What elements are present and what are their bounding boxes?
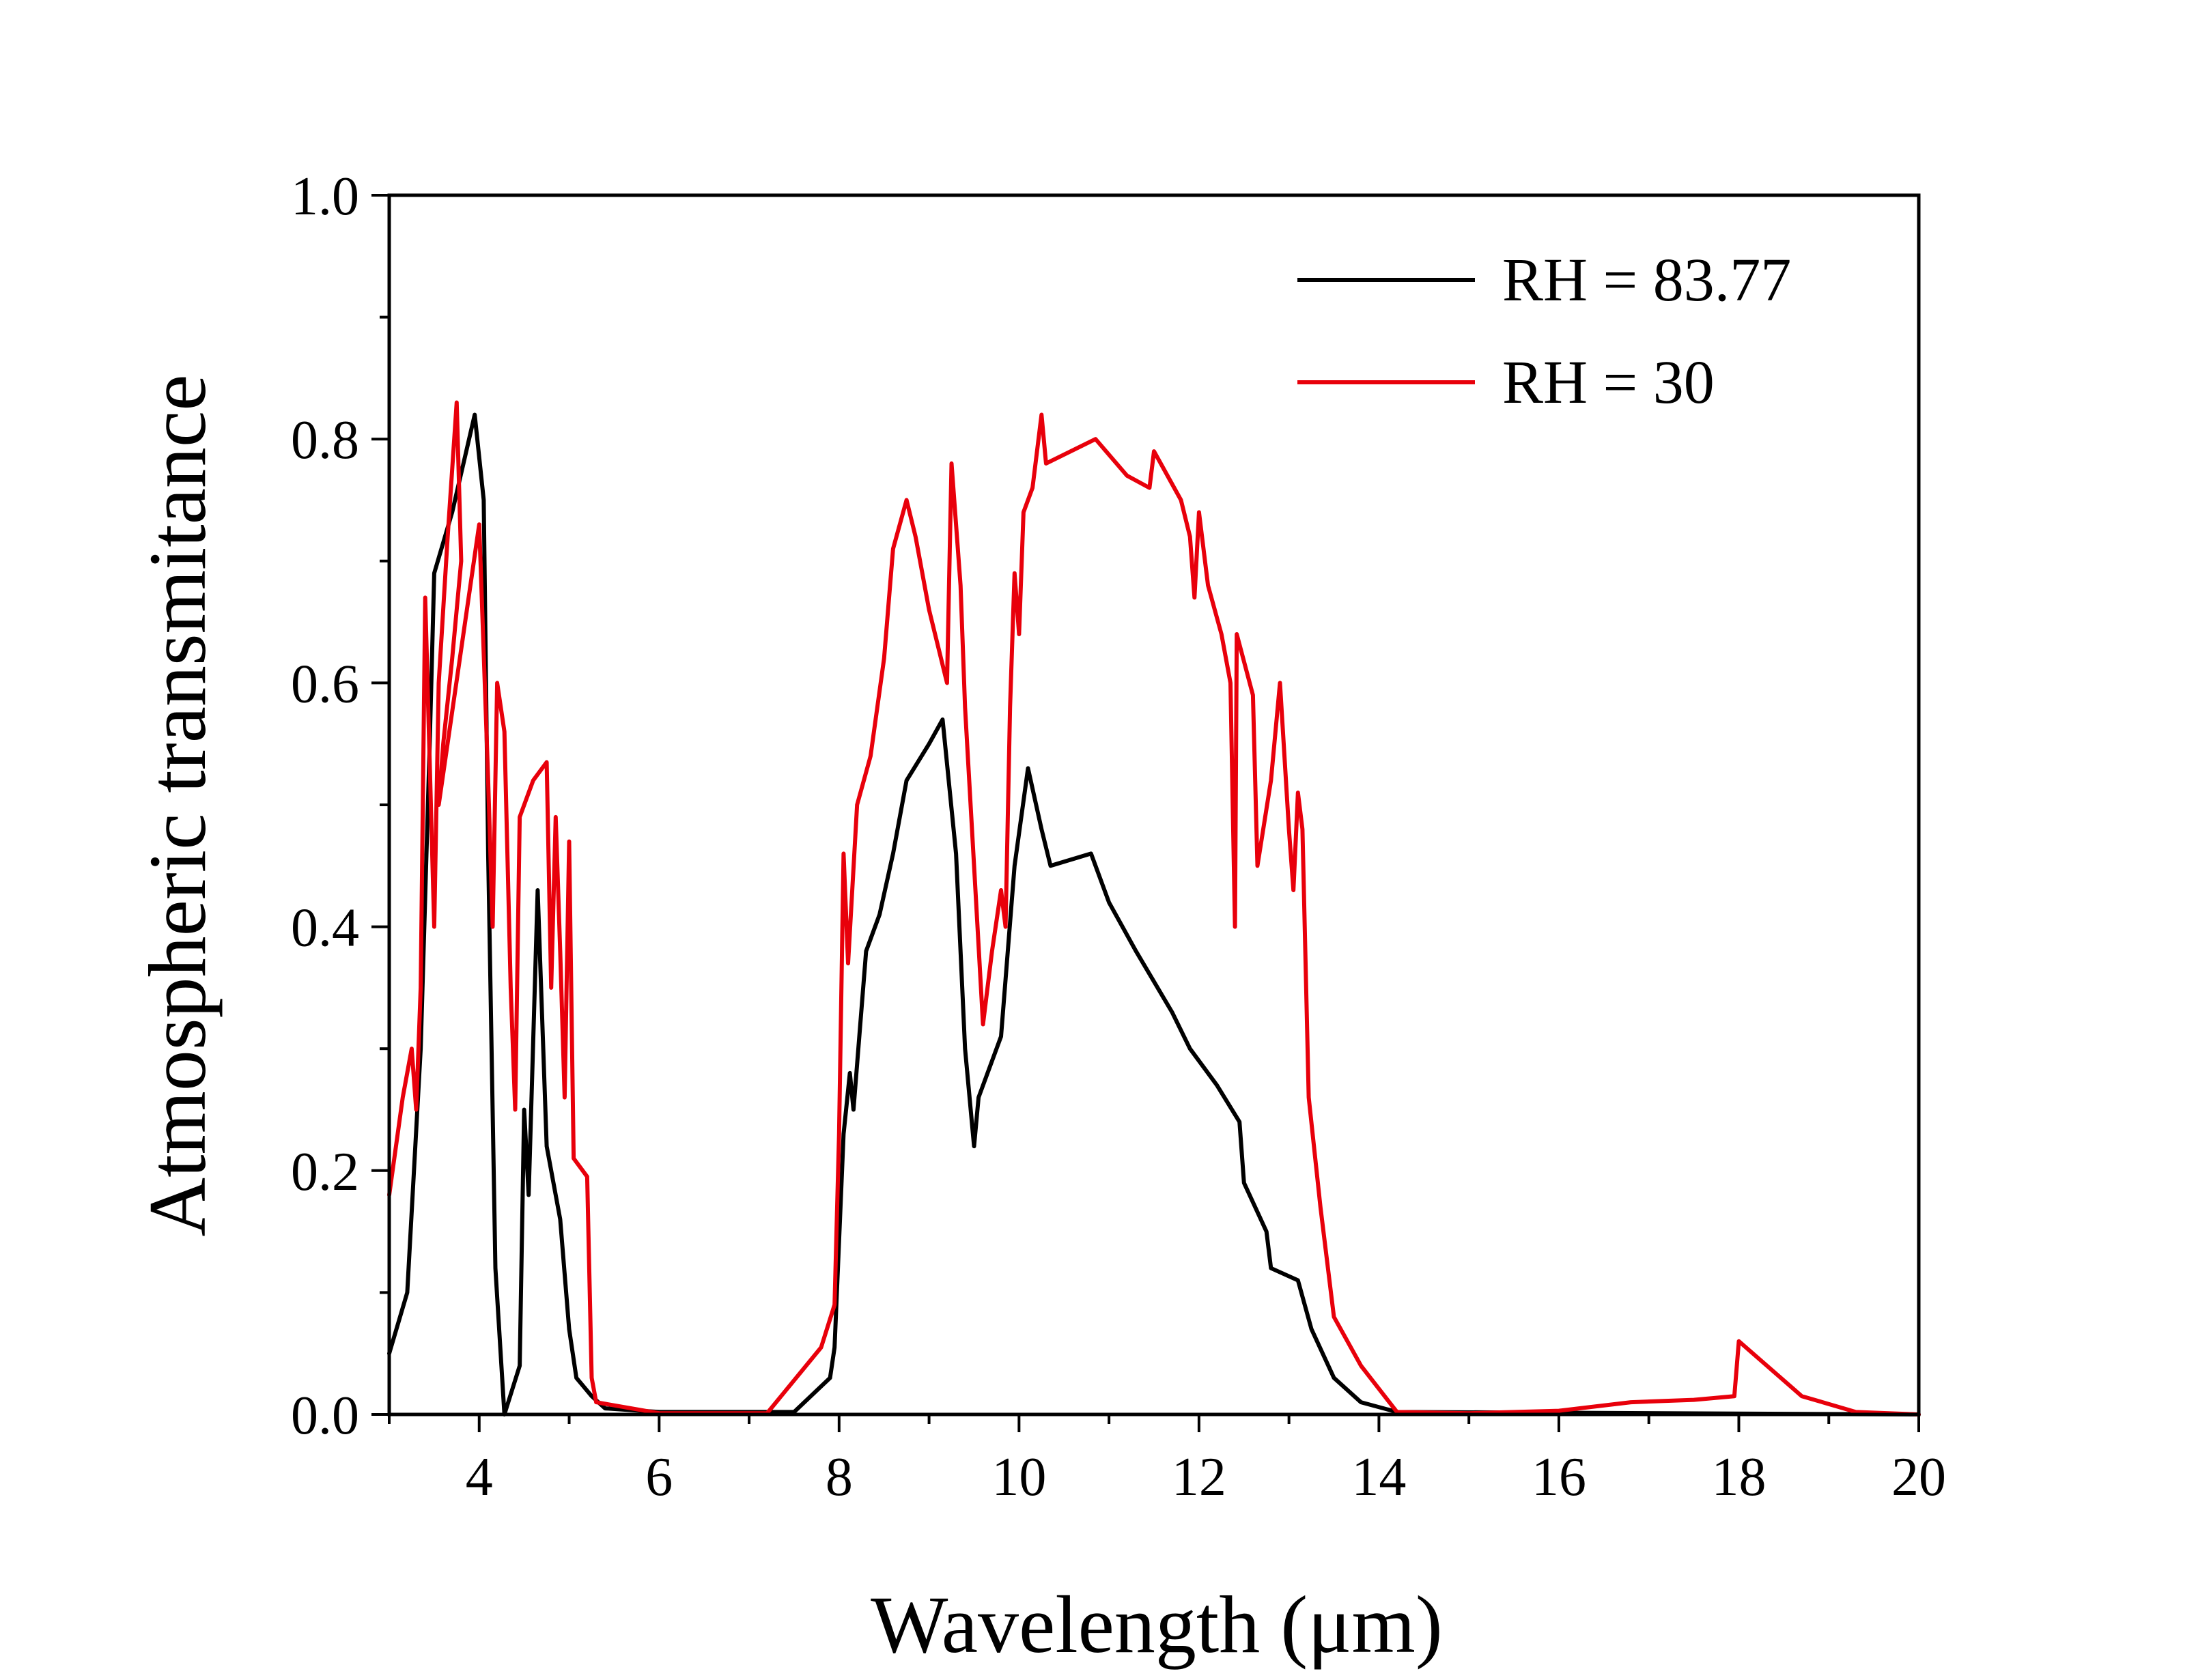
x-tick-label: 4: [466, 1447, 493, 1507]
axes-layer: 4 6 8 10 12 14 16 18 20 0.0 0.2 0.4 0.6 0.8 1.0: [291, 167, 1946, 1507]
legend-label-1: RH = 30: [1502, 349, 1715, 416]
series-line-0: [387, 412, 1921, 1416]
x-tick-label: 20: [1891, 1447, 1946, 1507]
y-tick-label: 0.2: [291, 1142, 359, 1202]
legend-label-0: RH = 83.77: [1502, 246, 1791, 314]
x-tick-label: 8: [826, 1447, 853, 1507]
x-tick-label: 14: [1351, 1447, 1406, 1507]
series-layer: [387, 400, 1921, 1416]
y-tick-label: 0.4: [291, 898, 359, 958]
x-tick-label: 18: [1711, 1447, 1766, 1507]
series-line-1: [387, 400, 1921, 1416]
x-tick-label: 10: [991, 1447, 1046, 1507]
x-tick-label: 6: [645, 1447, 673, 1507]
x-tick-label: 16: [1532, 1447, 1586, 1507]
y-tick-label: 1.0: [291, 167, 359, 227]
x-axis-title: Wavelength (μm): [871, 1579, 1443, 1670]
y-tick-label: 0.6: [291, 654, 359, 714]
y-axis-title: Atmospheric transmitance: [132, 375, 223, 1237]
x-tick-label: 12: [1172, 1447, 1226, 1507]
y-tick-label: 0.8: [291, 410, 359, 470]
legend: RH = 83.77 RH = 30: [1297, 246, 1791, 416]
y-tick-label: 0.0: [291, 1386, 359, 1446]
